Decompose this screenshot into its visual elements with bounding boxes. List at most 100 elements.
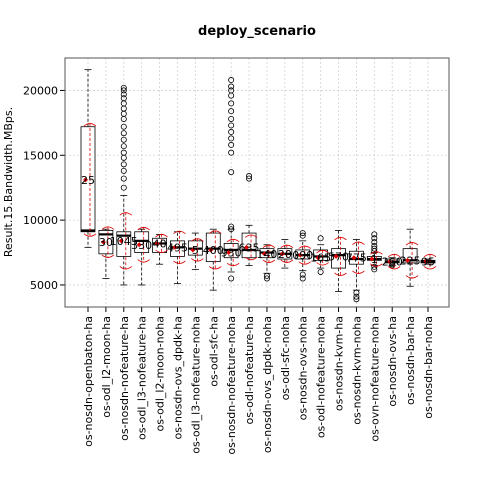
outlier-point <box>228 77 235 84</box>
outlier-point <box>246 175 253 182</box>
y-axis-label: Result.15.Bandwidth.MBps. <box>2 107 15 257</box>
x-tick-label: os-nosdn-ovs-ha <box>386 316 399 407</box>
mean-interval-cap-lower <box>209 266 222 270</box>
outlier-point <box>371 231 378 238</box>
mean-interval-cap-upper <box>173 230 186 235</box>
x-tick-label: os-ovn-nofeature-noha <box>368 316 381 442</box>
outlier-point <box>263 272 270 279</box>
mean-point <box>387 259 393 265</box>
y-tick-label: 20000 <box>23 84 58 97</box>
mean-interval-cap-upper <box>83 123 97 127</box>
box-iqr <box>205 232 221 263</box>
mean-point <box>118 238 124 244</box>
mean-point <box>369 256 375 262</box>
x-tick-label: os-odl_l3-nofeature-noha <box>189 316 202 454</box>
mean-point <box>261 251 267 257</box>
mean-interval-cap-upper <box>423 253 437 258</box>
outlier-point <box>228 141 235 148</box>
outlier-point <box>371 235 378 242</box>
mean-interval-cap-lower <box>334 272 347 276</box>
outlier-point <box>371 239 378 246</box>
axis-layer: 5000 10000 15000 20000 os-nosdn-openbaton-ha… <box>23 84 435 454</box>
grid-layer <box>65 58 449 307</box>
count-label: 930 <box>221 247 242 260</box>
outlier-point <box>228 226 235 233</box>
outlier-point <box>228 115 235 122</box>
count-label: 570 <box>328 250 349 263</box>
mean-interval-cap-lower <box>387 266 401 270</box>
x-tick-label: os-nosdn-ovs_dpdk-ha <box>171 316 184 439</box>
outlier-point <box>120 87 127 94</box>
outlier-point <box>120 143 127 150</box>
x-tick-label: os-nosdn-bar-ha <box>404 316 417 405</box>
mean-interval-cap-upper <box>262 244 276 249</box>
outlier-point <box>246 173 253 180</box>
outlier-point <box>228 223 235 230</box>
mean-interval-cap-lower <box>262 259 276 263</box>
count-label: 775 <box>346 252 367 265</box>
box-iqr <box>116 231 132 257</box>
mean-point <box>405 257 411 263</box>
mean-interval-cap-upper <box>316 250 329 254</box>
box-iqr <box>313 249 329 261</box>
outlier-point <box>120 84 127 91</box>
outlier-point <box>120 130 127 137</box>
mean-point <box>423 259 428 265</box>
x-tick-label: os-odl_l2-moon-ha <box>100 316 113 418</box>
outlier-point <box>120 161 127 168</box>
outlier-point <box>317 235 324 242</box>
outlier-point <box>228 275 235 282</box>
mean-interval-cap-upper <box>298 245 311 249</box>
outlier-point <box>120 149 127 156</box>
count-label: 400 <box>203 244 224 257</box>
x-tick-label: os-odl_l3-nofeature-ha <box>136 316 149 440</box>
count-label: 25 <box>81 174 95 187</box>
x-tick-label: os-odl-sfc-noha <box>279 316 292 400</box>
outlier-point <box>371 266 378 273</box>
mean-interval-cap-lower <box>226 262 240 267</box>
mean-interval-cap-lower <box>101 254 115 258</box>
x-tick-label: os-odl-nofeature-ha <box>243 316 256 424</box>
mean-interval-cap-upper <box>387 253 401 258</box>
outlier-point <box>353 293 360 300</box>
mean-interval-cap-upper <box>226 238 240 243</box>
count-label: 635 <box>239 241 260 254</box>
outlier-point <box>389 262 396 269</box>
count-label: 40 <box>153 237 167 250</box>
outlier-point <box>371 245 378 252</box>
outlier-point <box>371 248 378 255</box>
outlier-point <box>371 263 378 270</box>
mean-interval-cap-upper <box>352 241 365 245</box>
mean-interval-cap-lower <box>191 258 204 262</box>
count-label: 165 <box>310 252 331 265</box>
box-iqr <box>170 240 185 257</box>
y-tick-label: 5000 <box>30 279 58 292</box>
mean-interval-cap-upper <box>155 234 168 238</box>
outlier-point <box>299 271 306 278</box>
outlier-point <box>120 184 127 191</box>
count-label: 260 <box>382 256 403 269</box>
mean-point <box>208 247 214 253</box>
count-label: 5 <box>192 244 199 257</box>
count-label: 20 <box>278 248 292 261</box>
mean-point <box>315 255 321 261</box>
mean-interval-cap-upper <box>244 234 258 238</box>
mean-interval-cap-upper <box>209 230 222 234</box>
mean-interval-cap-lower <box>405 275 419 279</box>
mean-interval-cap-lower <box>244 256 258 261</box>
x-tick-label: os-nosdn-ovs_dpdk-noha <box>261 316 274 453</box>
x-tick-label: os-nosdn-nofeature-noha <box>225 316 238 455</box>
mean-interval-cap-upper <box>405 242 419 246</box>
mean-interval-cap-upper <box>191 238 204 242</box>
outlier-point <box>120 95 127 102</box>
y-tick-label: 15000 <box>23 149 58 162</box>
mean-interval-cap-upper <box>137 227 150 231</box>
outlier-point <box>228 83 235 90</box>
count-label: 1045 <box>110 235 138 248</box>
x-tick-label: os-odl-sfc-ha <box>207 316 220 387</box>
x-tick-label: os-nosdn-nofeature-ha <box>118 316 131 441</box>
box-iqr <box>331 248 346 269</box>
